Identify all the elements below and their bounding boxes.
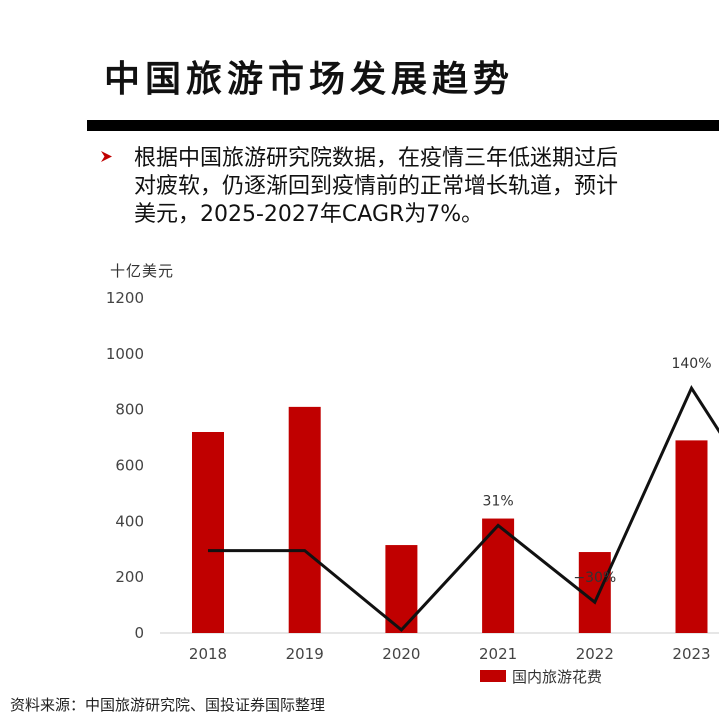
legend-label: 国内旅游花费	[512, 668, 602, 686]
bar	[675, 440, 708, 633]
description-line: 根据中国旅游研究院数据，在疫情三年低迷期过后	[134, 146, 619, 171]
legend-swatch	[480, 670, 506, 682]
y-tick-label: 400	[115, 512, 144, 530]
x-tick-label: 2018	[189, 645, 227, 663]
x-tick-label: 2019	[286, 645, 324, 663]
page-title: 中国旅游市场发展趋势	[104, 58, 515, 100]
data-label: 140%	[671, 356, 711, 372]
title-divider	[87, 120, 719, 131]
y-tick-label: 1200	[106, 289, 144, 307]
x-tick-label: 2020	[382, 645, 420, 663]
y-tick-label: 1000	[106, 345, 144, 363]
data-label: −30%	[573, 570, 616, 586]
x-tick-label: 2023	[672, 645, 710, 663]
y-tick-label: 0	[134, 624, 144, 642]
x-tick-label: 2021	[479, 645, 517, 663]
description-line: 对疲软，仍逐渐回到疫情前的正常增长轨道，预计	[134, 174, 619, 199]
bar	[288, 406, 321, 633]
bar	[192, 432, 224, 633]
source-note: 资料来源：中国旅游研究院、国投证券国际整理	[10, 696, 326, 714]
x-tick-label: 2022	[576, 645, 614, 663]
description: 根据中国旅游研究院数据，在疫情三年低迷期过后 对疲软，仍逐渐回到疫情前的正常增长…	[134, 145, 719, 229]
data-label: 31%	[483, 493, 514, 509]
growth-line	[208, 385, 719, 632]
chart: 0 200 400 600 800 1000 1200 2018 2019 2020 2021 202…	[106, 289, 719, 686]
arrow-bullet-icon	[101, 151, 112, 162]
y-axis-unit-label: 十亿美元	[110, 262, 175, 280]
y-tick-label: 600	[115, 457, 144, 475]
y-tick-label: 200	[115, 568, 144, 586]
description-line: 美元，2025-2027年CAGR为7%。	[134, 202, 484, 227]
y-tick-label: 800	[115, 401, 144, 419]
